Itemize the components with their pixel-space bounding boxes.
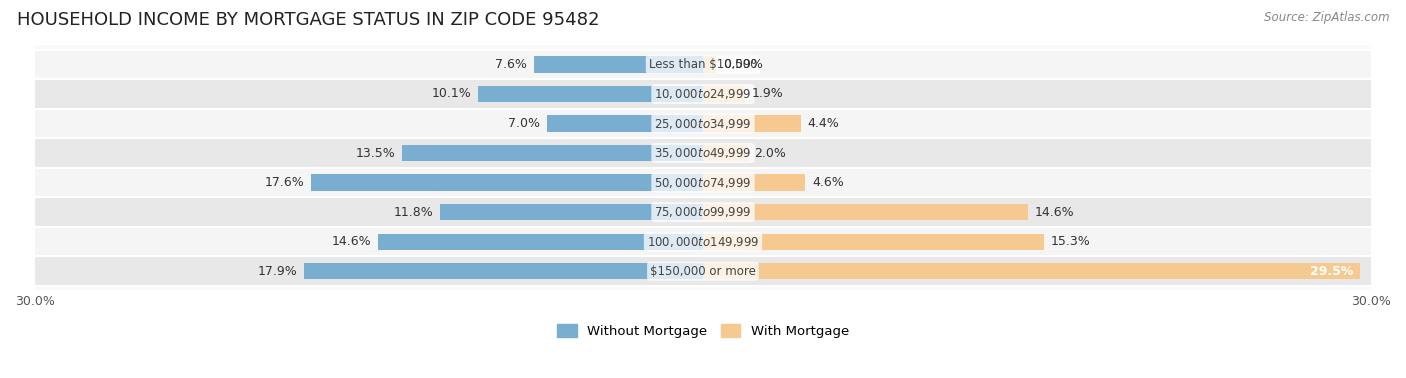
Text: 4.4%: 4.4%	[807, 117, 839, 130]
Text: Less than $10,000: Less than $10,000	[648, 58, 758, 71]
Text: 11.8%: 11.8%	[394, 206, 433, 218]
Bar	[478, 86, 703, 102]
Bar	[703, 234, 1043, 250]
Bar	[534, 56, 703, 73]
Text: 2.0%: 2.0%	[754, 147, 786, 160]
Text: $35,000 to $49,999: $35,000 to $49,999	[654, 146, 752, 160]
Text: 1.9%: 1.9%	[752, 87, 783, 101]
Bar	[35, 168, 1371, 197]
Text: 7.0%: 7.0%	[509, 117, 540, 130]
Text: 14.6%: 14.6%	[1035, 206, 1074, 218]
Text: 4.6%: 4.6%	[813, 176, 844, 189]
Bar	[703, 204, 1028, 220]
Bar	[440, 204, 703, 220]
Text: 15.3%: 15.3%	[1050, 235, 1090, 248]
Bar	[35, 197, 1371, 227]
Bar	[304, 263, 703, 279]
Text: 0.59%: 0.59%	[723, 58, 762, 71]
Bar	[378, 234, 703, 250]
Bar	[35, 138, 1371, 168]
Bar	[547, 115, 703, 132]
Bar	[35, 227, 1371, 256]
Bar	[703, 263, 1360, 279]
Bar	[35, 79, 1371, 109]
Text: 7.6%: 7.6%	[495, 58, 527, 71]
Bar	[402, 145, 703, 161]
Text: 17.6%: 17.6%	[264, 176, 304, 189]
Text: 13.5%: 13.5%	[356, 147, 395, 160]
Bar	[35, 256, 1371, 286]
Text: $25,000 to $34,999: $25,000 to $34,999	[654, 116, 752, 130]
Text: 14.6%: 14.6%	[332, 235, 371, 248]
Text: 10.1%: 10.1%	[432, 87, 471, 101]
Text: $150,000 or more: $150,000 or more	[650, 265, 756, 278]
Text: $75,000 to $99,999: $75,000 to $99,999	[654, 205, 752, 219]
Bar	[703, 175, 806, 191]
Bar	[703, 86, 745, 102]
Text: 17.9%: 17.9%	[257, 265, 298, 278]
Bar	[703, 145, 748, 161]
Text: 29.5%: 29.5%	[1310, 265, 1353, 278]
Text: $10,000 to $24,999: $10,000 to $24,999	[654, 87, 752, 101]
Text: $50,000 to $74,999: $50,000 to $74,999	[654, 176, 752, 190]
Text: HOUSEHOLD INCOME BY MORTGAGE STATUS IN ZIP CODE 95482: HOUSEHOLD INCOME BY MORTGAGE STATUS IN Z…	[17, 11, 599, 29]
Bar	[703, 115, 801, 132]
Text: Source: ZipAtlas.com: Source: ZipAtlas.com	[1264, 11, 1389, 24]
Bar	[35, 50, 1371, 79]
Bar	[703, 56, 716, 73]
Text: $100,000 to $149,999: $100,000 to $149,999	[647, 235, 759, 249]
Bar	[35, 109, 1371, 138]
Bar	[311, 175, 703, 191]
Legend: Without Mortgage, With Mortgage: Without Mortgage, With Mortgage	[557, 324, 849, 338]
